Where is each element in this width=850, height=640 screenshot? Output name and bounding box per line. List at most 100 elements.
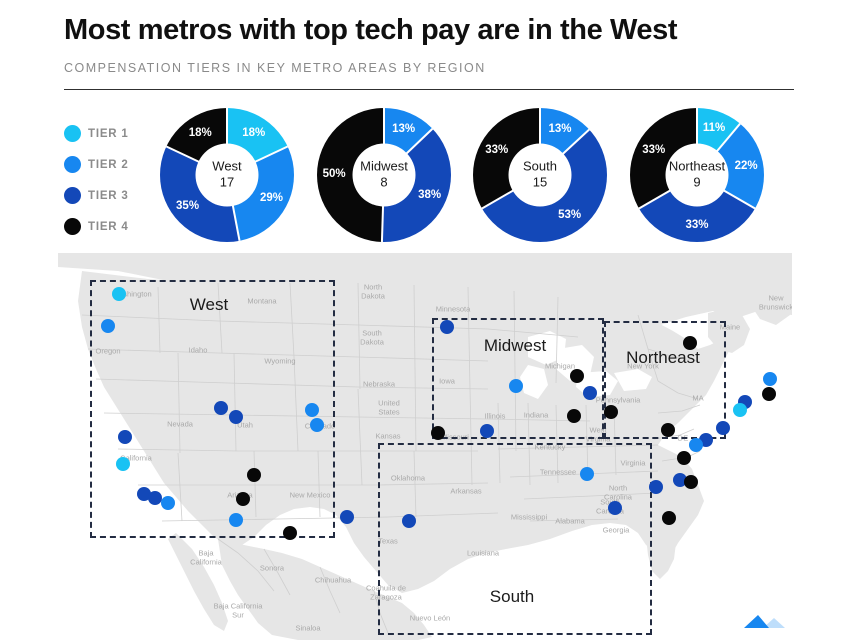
- map-state-label: North Dakota: [361, 282, 385, 301]
- legend-item-tier-2[interactable]: TIER 2: [64, 149, 174, 180]
- metro-dot-tier-4[interactable]: [662, 511, 676, 525]
- map-state-label: Sinaloa: [295, 623, 321, 633]
- metro-dot-tier-3[interactable]: [608, 501, 622, 515]
- donut-chart-west[interactable]: 18% 29% 35% 18% West 17: [160, 108, 294, 242]
- donut-chart-midwest[interactable]: 13% 38% 50% Midwest 8: [317, 108, 451, 242]
- region-box-northeast[interactable]: [604, 321, 726, 439]
- metro-dot-tier-3[interactable]: [137, 487, 151, 501]
- donut-metro-count: 9: [693, 174, 701, 190]
- metro-dot-tier-4[interactable]: [762, 387, 776, 401]
- map-state-label: New Brunswick: [758, 293, 792, 312]
- map-state-label: Nevada: [167, 419, 193, 429]
- metro-dot-tier-4[interactable]: [683, 336, 697, 350]
- metro-dot-tier-3[interactable]: [583, 386, 597, 400]
- metro-dot-tier-4[interactable]: [567, 409, 581, 423]
- metro-dot-tier-1[interactable]: [116, 457, 130, 471]
- metro-dot-tier-3[interactable]: [148, 491, 162, 505]
- region-box-midwest[interactable]: [432, 318, 604, 439]
- region-box-south[interactable]: [378, 443, 652, 635]
- map-state-label: Maine: [719, 322, 741, 332]
- metro-dot-tier-4[interactable]: [604, 405, 618, 419]
- metro-dot-tier-3[interactable]: [673, 473, 687, 487]
- map-state-label: Virginia: [620, 458, 646, 468]
- metro-dot-tier-4[interactable]: [431, 426, 445, 440]
- legend-item-tier-1[interactable]: TIER 1: [64, 118, 174, 149]
- map-state-label: Nuevo León: [409, 613, 451, 623]
- donut-center: Northeast 9: [665, 143, 729, 207]
- donut-center: Midwest 8: [352, 143, 416, 207]
- map-state-label: Michigan: [544, 361, 576, 371]
- map-state-label: New York: [627, 361, 659, 371]
- metro-dot-tier-1[interactable]: [733, 403, 747, 417]
- metro-dot-tier-4[interactable]: [684, 475, 698, 489]
- metro-dot-tier-2[interactable]: [305, 403, 319, 417]
- metro-dot-tier-2[interactable]: [689, 438, 703, 452]
- metro-dot-tier-3[interactable]: [716, 421, 730, 435]
- metro-dot-tier-2[interactable]: [161, 496, 175, 510]
- metro-dot-tier-4[interactable]: [236, 492, 250, 506]
- metro-dot-tier-1[interactable]: [112, 287, 126, 301]
- region-box-west[interactable]: [90, 280, 335, 538]
- donut-chart-northeast[interactable]: 11% 22% 33% 33% Northeast 9: [630, 108, 764, 242]
- map-state-label: Illinois: [484, 411, 506, 421]
- metro-dot-tier-3[interactable]: [229, 410, 243, 424]
- metro-dot-tier-2[interactable]: [763, 372, 777, 386]
- legend-item-label: TIER 1: [88, 127, 129, 140]
- map-state-label: North Carolina: [604, 483, 632, 502]
- region-donut-charts: 18% 29% 35% 18% West 17 13% 38% 50% Midwest 8 13% 53…: [160, 108, 794, 248]
- metro-dot-tier-3[interactable]: [118, 430, 132, 444]
- metro-dot-tier-4[interactable]: [677, 451, 691, 465]
- metro-dot-tier-3[interactable]: [402, 514, 416, 528]
- legend-item-tier-3[interactable]: TIER 3: [64, 180, 174, 211]
- header-divider: [64, 89, 794, 91]
- donut-region-name: Northeast: [668, 158, 726, 174]
- map-state-label: Wyoming: [264, 356, 296, 366]
- map-state-label: New Mexico: [289, 490, 331, 500]
- map-state-label: Iowa: [439, 376, 455, 386]
- map-state-label: Idaho: [188, 345, 208, 355]
- map-state-label: Missouri: [441, 432, 469, 442]
- map-state-label: Minnesota: [435, 304, 471, 314]
- metro-dot-tier-4[interactable]: [570, 369, 584, 383]
- metro-dot-tier-2[interactable]: [229, 513, 243, 527]
- header: Most metros with top tech pay are in the…: [64, 14, 794, 91]
- metro-dot-tier-4[interactable]: [661, 423, 675, 437]
- metro-dot-tier-4[interactable]: [283, 526, 297, 540]
- map-state-label: California: [120, 453, 152, 463]
- metro-dot-tier-2[interactable]: [509, 379, 523, 393]
- metro-dot-tier-3[interactable]: [340, 510, 354, 524]
- donut-chart-south[interactable]: 13% 53% 33% South 15: [473, 108, 607, 242]
- legend-item-label: TIER 4: [88, 220, 129, 233]
- donut-slice-separator: [383, 108, 385, 175]
- page-title: Most metros with top tech pay are in the…: [64, 14, 678, 46]
- map-state-label: Tennessee: [539, 467, 577, 477]
- metro-dot-tier-3[interactable]: [440, 320, 454, 334]
- map-state-label: West Virginia: [585, 425, 611, 444]
- region-label-south: South: [489, 587, 535, 606]
- donut-slice-separator: [696, 108, 698, 175]
- metro-dot-tier-3[interactable]: [649, 480, 663, 494]
- map-state-label: Utah: [237, 420, 253, 430]
- metro-dot-tier-2[interactable]: [101, 319, 115, 333]
- legend-item-label: TIER 2: [88, 158, 129, 171]
- donut-metro-count: 8: [380, 174, 388, 190]
- map-state-label: Georgia: [602, 525, 630, 535]
- us-metro-map[interactable]: Washington Montana North Dakota Oregon Idaho…: [58, 253, 792, 640]
- legend-item-label: TIER 3: [88, 189, 129, 202]
- map-state-label: Sonora: [259, 563, 285, 573]
- legend-item-tier-4[interactable]: TIER 4: [64, 211, 174, 242]
- donut-region-name: South: [523, 158, 557, 174]
- map-state-label: Pennsylvania: [595, 395, 641, 405]
- map-state-label: Texas: [378, 536, 398, 546]
- donut-slice-separator: [226, 108, 228, 175]
- metro-dot-tier-3[interactable]: [214, 401, 228, 415]
- map-state-label: Louisiana: [466, 548, 500, 558]
- map-state-label: Kentucky: [534, 442, 566, 452]
- metro-dot-tier-3[interactable]: [480, 424, 494, 438]
- metro-dot-tier-2[interactable]: [310, 418, 324, 432]
- metro-dot-tier-2[interactable]: [580, 467, 594, 481]
- metro-dot-tier-4[interactable]: [247, 468, 261, 482]
- map-state-label: Arkansas: [450, 486, 482, 496]
- map-state-label: Nebraska: [362, 379, 396, 389]
- tier-legend: TIER 1 TIER 2 TIER 3 TIER 4: [64, 118, 174, 242]
